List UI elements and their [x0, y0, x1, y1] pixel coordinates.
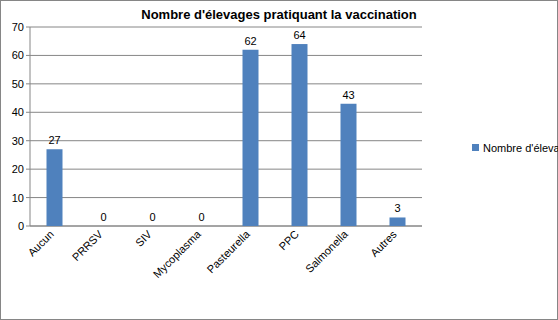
data-label: 64: [293, 29, 305, 41]
y-tick: [26, 55, 30, 56]
y-tick: [26, 197, 30, 198]
bars: [47, 44, 406, 226]
data-label: 0: [100, 211, 106, 223]
bar: [292, 44, 308, 226]
x-tick-label: Salmonella: [303, 227, 351, 275]
y-tick-label: 40: [12, 106, 24, 118]
x-axis: [30, 226, 422, 227]
grid-line: [30, 140, 422, 141]
bar: [194, 226, 210, 227]
grid-line: [30, 83, 422, 84]
y-tick: [26, 140, 30, 141]
bar: [341, 104, 357, 226]
bar: [390, 217, 406, 226]
y-tick-label: 70: [12, 21, 24, 33]
chart-frame: [1, 1, 558, 320]
y-tick-label: 50: [12, 78, 24, 90]
grid-line: [30, 55, 422, 56]
x-tick-label: Pasteurella: [205, 227, 253, 275]
x-tick-label: Mycoplasma: [151, 227, 204, 280]
data-label: 0: [149, 211, 155, 223]
x-tick-label: SIV: [133, 227, 154, 248]
y-tick: [26, 112, 30, 113]
chart-title: Nombre d'élevages pratiquant la vaccinat…: [141, 7, 417, 22]
x-tick-label: PPC: [276, 228, 301, 253]
y-tick: [26, 226, 30, 227]
y-axis: [30, 27, 31, 226]
legend-label: Nombre d'élevages: [483, 142, 558, 154]
chart-container: Nombre d'élevages pratiquant la vaccinat…: [0, 0, 558, 320]
legend-swatch: [472, 144, 479, 151]
y-tick-label: 10: [12, 192, 24, 204]
bar: [96, 226, 112, 227]
y-tick-label: 0: [18, 220, 24, 232]
grid-line: [30, 27, 422, 28]
grid-line: [30, 197, 422, 198]
y-tick-label: 20: [12, 163, 24, 175]
bar: [145, 226, 161, 227]
x-tick-label: Aucun: [25, 228, 56, 259]
data-label: 43: [342, 89, 354, 101]
y-tick-label: 60: [12, 49, 24, 61]
y-tick: [26, 169, 30, 170]
y-tick: [26, 27, 30, 28]
y-tick: [26, 83, 30, 84]
data-label: 27: [48, 134, 60, 146]
data-label: 62: [244, 35, 256, 47]
data-label: 0: [198, 211, 204, 223]
bar: [243, 50, 259, 226]
grid-line: [30, 226, 422, 227]
y-tick-label: 30: [12, 135, 24, 147]
bar: [47, 149, 63, 226]
chart-svg: Nombre d'élevages pratiquant la vaccinat…: [0, 0, 558, 320]
data-label: 3: [394, 202, 400, 214]
grid-line: [30, 169, 422, 170]
grid-line: [30, 112, 422, 113]
x-tick-label: PRRSV: [70, 227, 106, 263]
x-tick-label: Autres: [368, 228, 399, 259]
